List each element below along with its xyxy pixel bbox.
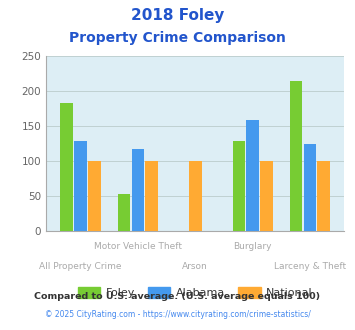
Text: Property Crime Comparison: Property Crime Comparison (69, 31, 286, 45)
Bar (233, 142, 245, 231)
Text: Compared to U.S. average. (U.S. average equals 100): Compared to U.S. average. (U.S. average … (34, 292, 321, 301)
Bar (74, 141, 87, 231)
Text: Larceny & Theft: Larceny & Theft (274, 262, 346, 271)
Bar (118, 194, 130, 231)
Bar (304, 144, 316, 231)
Bar (290, 81, 302, 231)
Bar (132, 149, 144, 231)
Text: Burglary: Burglary (233, 242, 272, 251)
Bar (317, 161, 330, 231)
Text: © 2025 CityRating.com - https://www.cityrating.com/crime-statistics/: © 2025 CityRating.com - https://www.city… (45, 310, 310, 319)
Text: Motor Vehicle Theft: Motor Vehicle Theft (94, 242, 182, 251)
Bar (246, 120, 259, 231)
Legend: Foley, Alabama, National: Foley, Alabama, National (73, 282, 317, 302)
Text: All Property Crime: All Property Crime (39, 262, 122, 271)
Bar (145, 161, 158, 231)
Text: 2018 Foley: 2018 Foley (131, 8, 224, 23)
Bar (60, 103, 73, 231)
Text: Arson: Arson (182, 262, 208, 271)
Bar (88, 161, 100, 231)
Bar (260, 161, 273, 231)
Bar (189, 161, 202, 231)
